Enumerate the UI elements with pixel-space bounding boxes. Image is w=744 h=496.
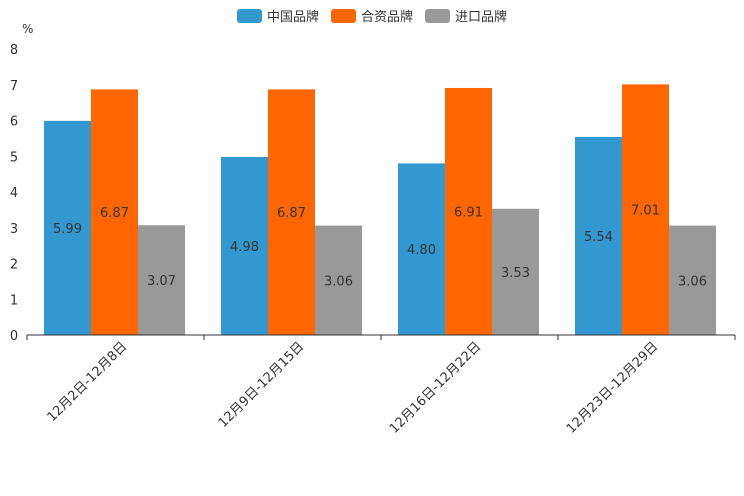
legend-item-joint-venture[interactable]: 合资品牌 (330, 6, 413, 25)
bar (315, 225, 362, 335)
bar (622, 84, 669, 335)
legend-swatch-china (236, 8, 262, 23)
bar-value-label: 6.91 (454, 205, 483, 220)
x-tick-label: 12月2日-12月8日 (45, 339, 131, 425)
bar-value-label: 7.01 (631, 204, 660, 219)
y-tick-label: 5 (10, 150, 18, 165)
bar-value-label: 3.06 (324, 274, 353, 289)
y-axis-unit-label: % (22, 22, 33, 36)
bar-value-label: 6.87 (100, 206, 129, 221)
y-tick-label: 7 (10, 79, 18, 94)
legend-swatch-imported (425, 8, 450, 23)
bar-value-label: 6.87 (277, 206, 306, 221)
bar (398, 163, 445, 335)
x-tick-label: 12月23日-12月29日 (564, 339, 661, 436)
bar-value-label: 3.53 (501, 266, 530, 281)
bar-value-label: 4.80 (407, 243, 436, 258)
bar-value-label: 3.06 (678, 274, 707, 289)
y-tick-label: 0 (10, 329, 18, 344)
bar-value-label: 3.07 (147, 274, 176, 289)
y-tick-label: 2 (10, 258, 18, 273)
bar-value-label: 4.98 (230, 240, 259, 255)
bar (44, 120, 91, 335)
bar (138, 225, 185, 335)
y-tick-label: 6 (10, 115, 18, 130)
legend-label-imported: 进口品牌 (455, 10, 508, 25)
legend-item-china[interactable]: 中国品牌 (236, 6, 319, 25)
bar (575, 136, 622, 335)
bar (445, 87, 492, 335)
legend: 中国品牌 合资品牌 进口品牌 (0, 6, 744, 25)
y-tick-label: 1 (10, 293, 18, 308)
legend-label-joint-venture: 合资品牌 (360, 10, 413, 25)
x-tick-label: 12月16日-12月22日 (387, 339, 484, 436)
legend-swatch-joint-venture (330, 8, 356, 23)
bar-value-label: 5.54 (584, 230, 613, 245)
bar-value-label: 5.99 (53, 222, 82, 237)
y-tick-label: 4 (10, 186, 18, 201)
bar (221, 156, 268, 335)
y-tick-label: 8 (10, 43, 18, 58)
bar (492, 208, 539, 335)
bar (91, 89, 138, 336)
x-tick-label: 12月9日-12月15日 (216, 339, 308, 431)
bar (268, 89, 315, 336)
legend-item-imported[interactable]: 进口品牌 (425, 6, 507, 25)
y-tick-label: 3 (10, 222, 18, 237)
legend-label-china: 中国品牌 (266, 10, 319, 25)
bar (669, 225, 716, 335)
